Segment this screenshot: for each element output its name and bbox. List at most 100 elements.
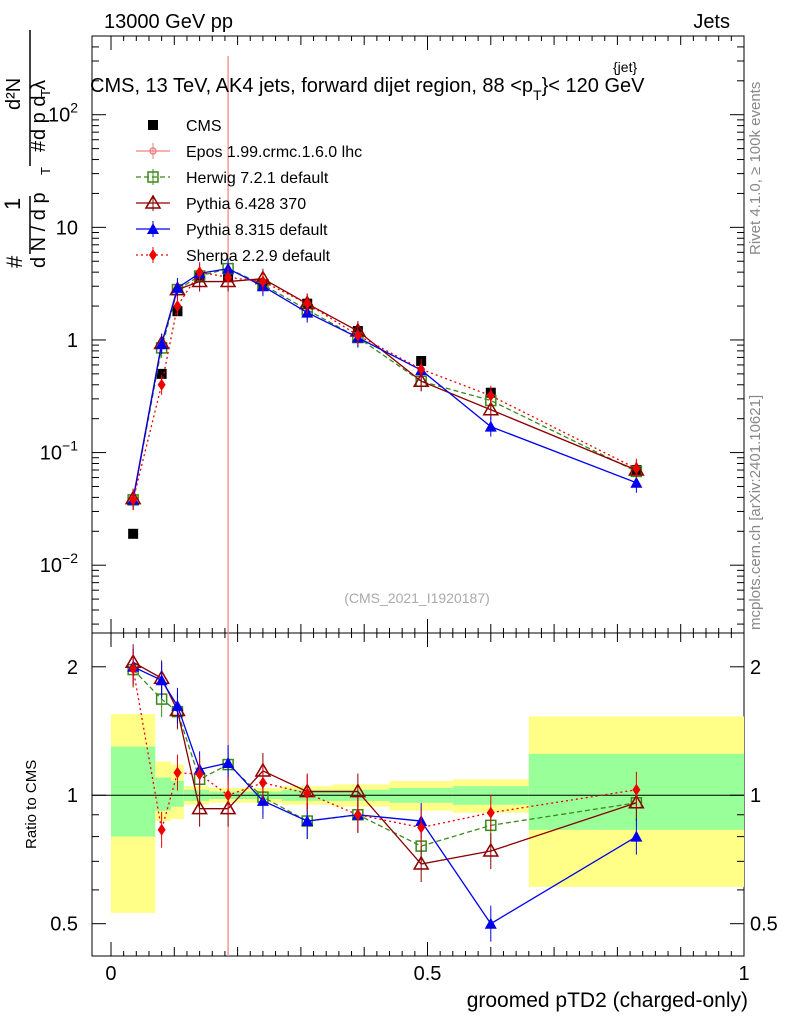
point-pythia8-2 <box>171 281 184 293</box>
header: 13000 GeV pp Jets <box>104 11 730 33</box>
svg-text:T: T <box>38 167 53 175</box>
series <box>124 56 645 956</box>
band-green-2 <box>171 780 184 807</box>
y-tick-label-ratio: 2 <box>67 657 78 679</box>
ratio-point-sherpa-7 <box>353 808 362 821</box>
title-end: }< 120 GeV <box>542 75 646 97</box>
title-main: CMS, 13 TeV, AK4 jets, forward dijet reg… <box>90 75 533 97</box>
ratio-point-pythia8-1 <box>155 674 168 686</box>
ratio-point-pythia8-9 <box>484 917 497 929</box>
band-green-1 <box>155 777 172 811</box>
y-tick-label-ratio: 0.5 <box>50 914 78 936</box>
point-sherpa-2 <box>173 300 182 313</box>
ratio-point-sherpa-2 <box>173 766 182 779</box>
point-pythia8-9 <box>484 420 497 432</box>
x-tick-label: 0 <box>105 963 116 985</box>
header-left: 13000 GeV pp <box>104 11 233 33</box>
x-tick-label: 0.5 <box>414 963 442 985</box>
ratio-point-pythia6-3 <box>191 800 208 815</box>
legend-marker-pythia8 <box>147 223 159 234</box>
point-pythia6-3 <box>191 273 208 288</box>
svg-text:d N / d p: d N / d p <box>28 192 50 268</box>
point-sherpa-8 <box>417 363 426 376</box>
y-tick-label-ratio-right: 2 <box>750 657 761 679</box>
legend-label-pythia6: Pythia 6.428 370 <box>186 196 306 213</box>
point-sherpa-1 <box>157 378 166 391</box>
title-sub: T <box>533 87 542 103</box>
analysis-watermark: (CMS_2021_I1920187) <box>344 590 490 606</box>
x-tick-label: 1 <box>738 963 749 985</box>
y-tick-label-main: 1 <box>67 330 78 352</box>
point-pythia8-1 <box>155 338 168 350</box>
ratio-point-sherpa-1 <box>157 823 166 836</box>
series-line-pythia6 <box>132 278 637 499</box>
series-line-herwig <box>132 267 637 501</box>
point-sherpa-5 <box>258 275 267 288</box>
ratio-point-pythia6-9 <box>482 842 500 857</box>
title-sup: {jet} <box>613 59 637 75</box>
mcplots-label: mcplots.cern.ch [arXiv:2401.10621] <box>747 395 764 630</box>
ratio-point-sherpa-6 <box>303 787 312 800</box>
point-pythia6-8 <box>412 372 430 387</box>
ratio-point-sherpa-3 <box>195 768 204 781</box>
y-tick-label-main: 10 <box>56 217 78 239</box>
legend: CMS Epos 1.99.crmc.1.6.0 lhc Herwig 7.2.1 … <box>136 118 362 265</box>
svg-text:#: # <box>28 140 50 152</box>
y-tick-label-main: 102 <box>48 100 78 127</box>
header-right: Jets <box>693 11 730 33</box>
legend-marker-pythia6 <box>144 194 162 209</box>
y-tick-label-ratio-right: 0.5 <box>750 914 778 936</box>
svg-text:#: # <box>2 255 27 268</box>
legend-marker-epos <box>149 147 157 155</box>
plot-title: CMS, 13 TeV, AK4 jets, forward dijet reg… <box>90 59 645 103</box>
svg-text:d p d λ: d p d λ <box>28 80 50 140</box>
legend-label-cms: CMS <box>186 118 222 135</box>
svg-text:T: T <box>38 89 53 97</box>
ratio-point-pythia8-4 <box>222 757 235 769</box>
point-sherpa-0 <box>129 493 138 506</box>
ratio-point-sherpa-4 <box>224 789 233 802</box>
y-tick-label-main: 10−1 <box>40 438 78 465</box>
ratio-point-pythia8-6 <box>301 815 314 827</box>
ratio-uncertainty-bands <box>92 714 744 913</box>
rivet-version-label: Rivet 4.1.0, ≥ 100k events <box>747 82 764 255</box>
point-sherpa-6 <box>303 297 312 310</box>
x-axis-label: groomed pTD2 (charged-only) <box>467 989 748 1012</box>
point-sherpa-3 <box>195 266 204 279</box>
y-tick-label-ratio-right: 1 <box>750 785 761 807</box>
legend-label-epos: Epos 1.99.crmc.1.6.0 lhc <box>186 144 362 161</box>
ratio-point-pythia6-4 <box>219 800 237 815</box>
band-green-0 <box>110 746 156 837</box>
ratio-point-sherpa-8 <box>417 821 426 834</box>
y-tick-label-ratio: 1 <box>67 785 78 807</box>
point-sherpa-4 <box>224 271 233 284</box>
legend-marker-cms <box>148 120 158 130</box>
y-tick-label-main: 10−2 <box>40 550 78 577</box>
ratio-point-sherpa-10 <box>632 783 641 796</box>
ratio-point-pythia6-10 <box>628 794 645 809</box>
svg-text:1: 1 <box>0 198 25 210</box>
ratio-line-sherpa <box>132 668 637 830</box>
point-pythia6-9 <box>482 401 500 416</box>
axes: 10−2 10−1 1 10 102 0 0.5 1 0.5 0.5 1 1 2 2 <box>40 35 778 985</box>
ratio-point-pythia6-8 <box>412 855 430 870</box>
ratio-point-pythia8-10 <box>630 830 643 842</box>
legend-marker-herwig <box>147 171 159 183</box>
ratio-point-sherpa-9 <box>486 806 495 819</box>
ratio-point-pythia8-2 <box>171 699 184 711</box>
point-cms-0 <box>128 528 139 539</box>
legend-label-herwig: Herwig 7.2.1 default <box>186 170 329 187</box>
y-axis-label-main: # 1 d N / d p T # d²N d p d λ T <box>0 30 53 268</box>
point-sherpa-7 <box>353 329 362 342</box>
ratio-point-sherpa-0 <box>129 662 138 675</box>
legend-marker-sherpa <box>149 249 157 261</box>
series-line-sherpa <box>132 271 637 501</box>
legend-label-sherpa: Sherpa 2.2.9 default <box>186 248 331 265</box>
ratio-ylabel: Ratio to CMS <box>23 760 40 849</box>
series-line-pythia8 <box>132 267 637 501</box>
ratio-point-sherpa-5 <box>258 776 267 789</box>
point-cms-1 <box>156 368 167 379</box>
point-sherpa-9 <box>486 389 495 402</box>
svg-text:CMS, 13 TeV, AK4 jets, forward: CMS, 13 TeV, AK4 jets, forward dijet reg… <box>90 75 645 103</box>
